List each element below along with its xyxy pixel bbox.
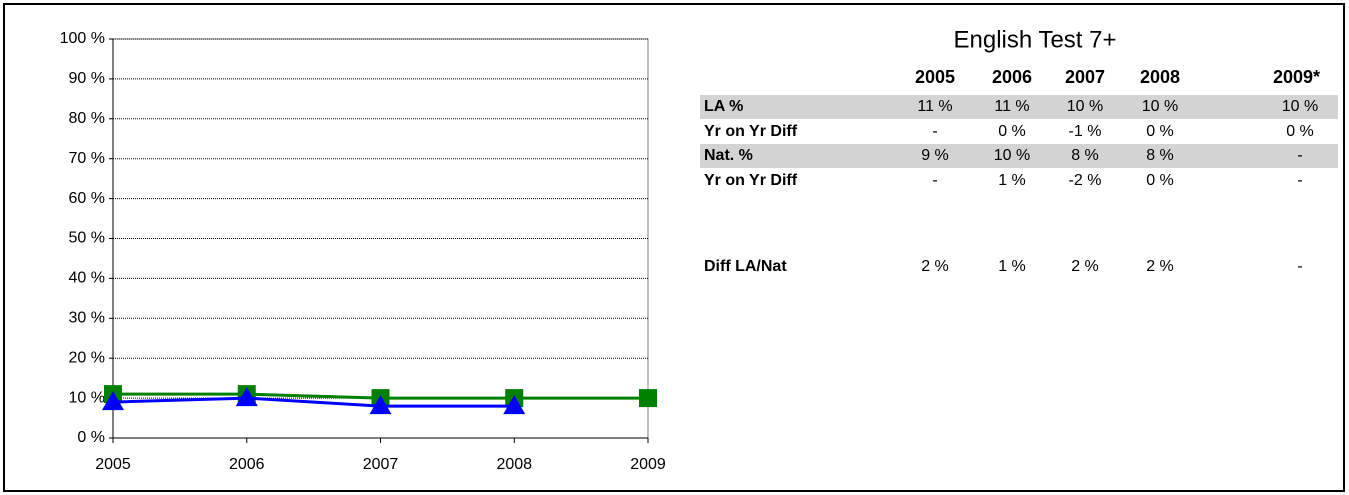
cell: 2 % xyxy=(921,258,949,275)
cell: 10 % xyxy=(1142,98,1178,115)
column-header: 2006 xyxy=(992,67,1032,87)
y-tick-label: 20 % xyxy=(69,349,105,366)
y-tick-label: 60 % xyxy=(69,190,105,207)
cell: - xyxy=(1297,172,1302,189)
y-tick-label: 70 % xyxy=(69,150,105,167)
series-line xyxy=(112,396,515,408)
marker xyxy=(503,395,526,415)
y-tick-label: 10 % xyxy=(69,389,105,406)
x-tick-label: 2006 xyxy=(229,456,265,473)
cell: 0 % xyxy=(1146,172,1174,189)
column-header: 2008 xyxy=(1140,67,1180,87)
cell: 11 % xyxy=(917,98,952,115)
cell: - xyxy=(1297,147,1302,164)
marker xyxy=(369,395,392,415)
cell: - xyxy=(932,172,937,189)
plot-area xyxy=(112,38,649,439)
x-tick-label: 2005 xyxy=(95,456,131,473)
marker xyxy=(235,387,258,407)
y-tick-label: 100 % xyxy=(60,30,105,47)
cell: 10 % xyxy=(994,147,1030,164)
column-header: 2007 xyxy=(1065,67,1105,87)
row-label: Nat. % xyxy=(704,147,753,164)
cell: 10 % xyxy=(1282,98,1318,115)
cell: 10 % xyxy=(1067,98,1103,115)
cell: -1 % xyxy=(1069,123,1102,140)
row-label: LA % xyxy=(704,98,743,115)
row-label: Yr on Yr Diff xyxy=(704,172,798,189)
row-label: Diff LA/Nat xyxy=(704,258,787,275)
x-tick-label: 2009 xyxy=(630,456,666,473)
cell: 1 % xyxy=(998,258,1026,275)
marker xyxy=(102,391,124,411)
cell: 11 % xyxy=(994,98,1029,115)
cell: 0 % xyxy=(1146,123,1174,140)
y-tick-label: 50 % xyxy=(69,230,105,247)
cell: 9 % xyxy=(921,147,949,164)
cell: 2 % xyxy=(1146,258,1174,275)
y-tick-label: 40 % xyxy=(69,270,105,287)
cell: 8 % xyxy=(1146,147,1174,164)
cell: - xyxy=(1297,258,1302,275)
cell: 0 % xyxy=(1286,123,1314,140)
column-header: 2005 xyxy=(915,67,955,87)
table-title: English Test 7+ xyxy=(954,26,1117,53)
cell: 1 % xyxy=(998,172,1026,189)
y-tick-label: 30 % xyxy=(69,310,105,327)
x-tick-label: 2007 xyxy=(363,456,399,473)
cell: - xyxy=(932,123,937,140)
y-tick-label: 90 % xyxy=(69,70,105,87)
marker xyxy=(639,389,657,408)
row-label: Yr on Yr Diff xyxy=(704,123,798,140)
cell: 8 % xyxy=(1071,147,1099,164)
x-tick-label: 2008 xyxy=(496,456,532,473)
cell: 2 % xyxy=(1071,258,1099,275)
column-header: 2009* xyxy=(1273,67,1320,87)
row-band xyxy=(700,144,1338,168)
cell: -2 % xyxy=(1069,172,1102,189)
row-band xyxy=(700,95,1338,119)
cell: 0 % xyxy=(998,123,1026,140)
y-tick-label: 80 % xyxy=(69,110,105,127)
y-tick-label: 0 % xyxy=(77,429,105,446)
